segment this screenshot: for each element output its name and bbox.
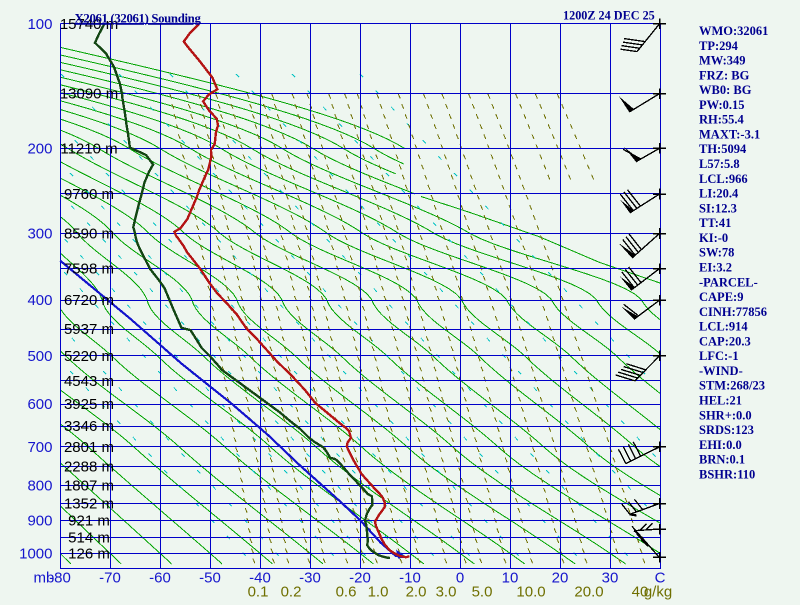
svg-text:700: 700 xyxy=(27,439,52,456)
svg-text:WMO:32061: WMO:32061 xyxy=(699,24,768,38)
svg-text:1000: 1000 xyxy=(19,545,52,562)
svg-text:STM:268/23: STM:268/23 xyxy=(699,379,765,393)
svg-text:-10: -10 xyxy=(399,570,421,587)
svg-text:0: 0 xyxy=(456,570,464,587)
svg-text:100: 100 xyxy=(27,16,52,33)
svg-text:1.0: 1.0 xyxy=(368,584,389,601)
svg-text:7598 m: 7598 m xyxy=(64,261,114,278)
svg-text:11210 m: 11210 m xyxy=(60,140,117,157)
svg-text:40: 40 xyxy=(632,584,649,601)
svg-text:5937 m: 5937 m xyxy=(64,321,114,338)
svg-text:HEL:21: HEL:21 xyxy=(699,394,742,408)
svg-text:-40: -40 xyxy=(249,570,271,587)
svg-text:1352 m: 1352 m xyxy=(64,496,114,513)
svg-text:3346 m: 3346 m xyxy=(64,418,114,435)
svg-text:LFC:-1: LFC:-1 xyxy=(699,349,739,363)
svg-text:5220 m: 5220 m xyxy=(64,348,114,365)
svg-text:WB0: BG: WB0: BG xyxy=(699,83,752,97)
svg-text:1200Z 24 DEC 25: 1200Z 24 DEC 25 xyxy=(563,9,655,23)
svg-text:EI:3.2: EI:3.2 xyxy=(699,261,732,275)
svg-text:300: 300 xyxy=(27,226,52,243)
svg-text:514 m: 514 m xyxy=(68,529,110,546)
svg-text:RH:55.4: RH:55.4 xyxy=(699,113,745,127)
svg-text:400: 400 xyxy=(27,292,52,309)
svg-text:2801 m: 2801 m xyxy=(64,439,114,456)
svg-text:13090 m: 13090 m xyxy=(60,86,118,103)
svg-text:2288 m: 2288 m xyxy=(64,459,114,476)
svg-text:LI:20.4: LI:20.4 xyxy=(699,187,739,201)
svg-text:LCL:966: LCL:966 xyxy=(699,172,748,186)
svg-text:921 m: 921 m xyxy=(68,513,110,530)
svg-text:126 m: 126 m xyxy=(68,545,110,562)
svg-text:30: 30 xyxy=(602,570,619,587)
svg-text:MW:349: MW:349 xyxy=(699,54,746,68)
svg-text:3.0: 3.0 xyxy=(436,584,457,601)
svg-text:0.2: 0.2 xyxy=(281,584,302,601)
svg-text:BRN:0.1: BRN:0.1 xyxy=(699,453,745,467)
svg-text:9760 m: 9760 m xyxy=(64,186,114,203)
svg-text:-60: -60 xyxy=(149,570,171,587)
svg-text:4543 m: 4543 m xyxy=(64,373,114,390)
svg-text:1807 m: 1807 m xyxy=(64,478,114,495)
svg-text:10.0: 10.0 xyxy=(516,584,545,601)
svg-text:SI:12.3: SI:12.3 xyxy=(699,201,737,215)
svg-text:TT:41: TT:41 xyxy=(699,216,731,230)
svg-text:-PARCEL-: -PARCEL- xyxy=(699,275,758,289)
svg-text:-20: -20 xyxy=(349,570,371,587)
svg-text:8590 m: 8590 m xyxy=(64,226,114,243)
svg-text:2.0: 2.0 xyxy=(406,584,427,601)
svg-text:EHI:0.0: EHI:0.0 xyxy=(699,438,742,452)
svg-text:500: 500 xyxy=(27,348,52,365)
svg-text:-80: -80 xyxy=(49,570,71,587)
svg-text:600: 600 xyxy=(27,396,52,413)
svg-text:L57:5.8: L57:5.8 xyxy=(699,157,740,171)
svg-text:FRZ: BG: FRZ: BG xyxy=(699,68,750,82)
svg-text:-70: -70 xyxy=(99,570,121,587)
svg-text:C: C xyxy=(655,570,666,587)
svg-text:g/kg: g/kg xyxy=(644,584,672,601)
svg-text:15740 m: 15740 m xyxy=(60,16,118,33)
svg-text:0.1: 0.1 xyxy=(248,584,269,601)
svg-text:-50: -50 xyxy=(199,570,221,587)
svg-text:6720 m: 6720 m xyxy=(64,292,114,309)
svg-text:CAPE:9: CAPE:9 xyxy=(699,290,743,304)
svg-text:PW:0.15: PW:0.15 xyxy=(699,98,744,112)
svg-text:900: 900 xyxy=(27,513,52,530)
svg-text:TP:294: TP:294 xyxy=(699,39,739,53)
svg-text:-30: -30 xyxy=(299,570,321,587)
svg-text:BSHR:110: BSHR:110 xyxy=(699,467,755,481)
svg-text:3925 m: 3925 m xyxy=(64,396,114,413)
svg-text:CINH:77856: CINH:77856 xyxy=(699,305,767,319)
svg-text:TH:5094: TH:5094 xyxy=(699,142,747,156)
svg-text:SRDS:123: SRDS:123 xyxy=(699,423,754,437)
svg-text:MAXT:-3.1: MAXT:-3.1 xyxy=(699,128,760,142)
svg-text:-WIND-: -WIND- xyxy=(699,364,743,378)
svg-text:200: 200 xyxy=(27,140,52,157)
svg-text:KI:-0: KI:-0 xyxy=(699,231,728,245)
svg-text:CAP:20.3: CAP:20.3 xyxy=(699,334,751,348)
svg-text:10: 10 xyxy=(502,570,519,587)
svg-text:5.0: 5.0 xyxy=(472,584,493,601)
svg-text:0.6: 0.6 xyxy=(336,584,357,601)
svg-text:LCL:914: LCL:914 xyxy=(699,320,748,334)
svg-text:SHR+:0.0: SHR+:0.0 xyxy=(699,408,752,422)
svg-text:20: 20 xyxy=(552,570,569,587)
svg-text:20.0: 20.0 xyxy=(574,584,603,601)
svg-text:X2061 (32061) Sounding: X2061 (32061) Sounding xyxy=(75,12,202,26)
svg-text:800: 800 xyxy=(27,478,52,495)
svg-text:SW:78: SW:78 xyxy=(699,246,734,260)
svg-text:mb: mb xyxy=(34,570,55,587)
